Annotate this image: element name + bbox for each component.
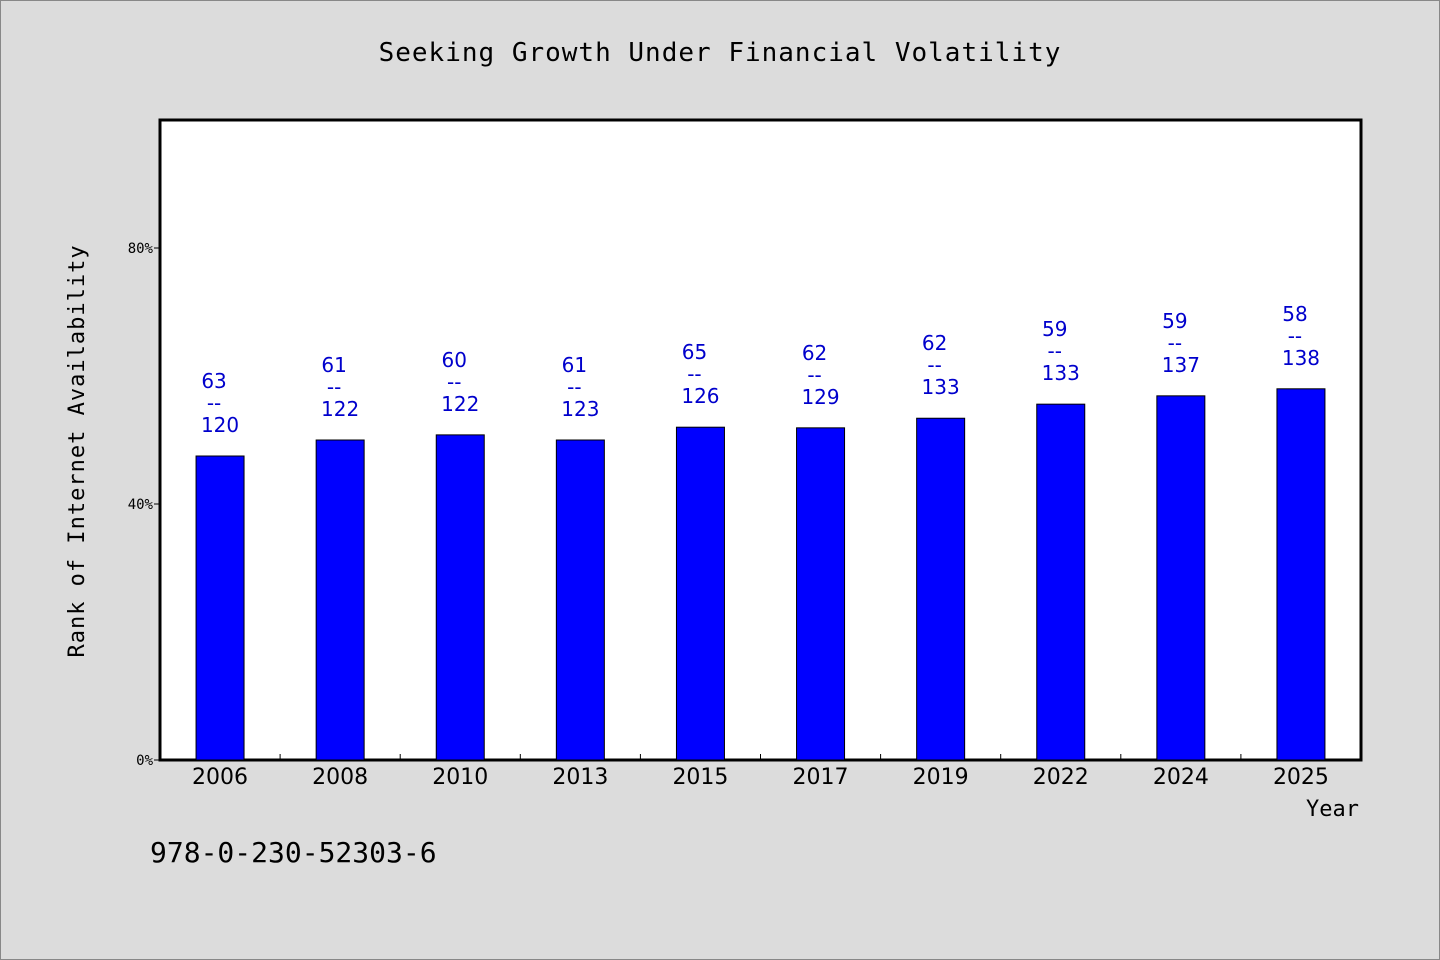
bar-2019 (916, 417, 966, 761)
data-label-total: 123 (561, 397, 599, 421)
isbn-text: 978-0-230-52303-6 (150, 836, 437, 869)
bars (195, 388, 1326, 761)
data-label-separator: -- (327, 375, 341, 399)
data-label-total: 133 (922, 375, 960, 399)
x-tick-label: 2010 (432, 765, 488, 790)
bar-2017 (796, 427, 846, 761)
data-label-separator: -- (1288, 324, 1302, 348)
bar-2022 (1036, 403, 1086, 761)
bar-2013 (555, 439, 605, 761)
y-tick-label: 40% (128, 497, 154, 513)
data-label-total: 133 (1042, 361, 1080, 385)
data-label-separator: -- (687, 362, 701, 386)
x-axis-ticks: 2006 2008 2010 2013 2015 2017 2019 2022 2024 2025 (192, 754, 1329, 790)
data-label-separator: -- (447, 370, 461, 394)
x-tick-label: 2025 (1273, 765, 1329, 790)
data-label-total: 120 (201, 413, 239, 437)
data-label-rank: 62 (922, 331, 947, 355)
x-tick-label: 2013 (552, 765, 608, 790)
data-label-rank: 59 (1162, 309, 1187, 333)
bar-2010 (435, 434, 485, 761)
bar-2015 (675, 426, 725, 761)
data-label-total: 126 (681, 384, 719, 408)
x-tick-label: 2017 (793, 765, 849, 790)
data-label-total: 122 (441, 392, 479, 416)
x-tick-label: 2022 (1033, 765, 1089, 790)
bar-2024 (1156, 395, 1206, 761)
y-axis-ticks: 0% 40% 80% (128, 241, 160, 769)
data-label-total: 122 (321, 397, 359, 421)
data-label-total: 129 (801, 385, 839, 409)
y-tick-label: 80% (128, 241, 154, 257)
data-label-rank: 61 (321, 353, 346, 377)
data-label-separator: -- (807, 363, 821, 387)
y-tick-label: 0% (136, 753, 153, 769)
chart-title: Seeking Growth Under Financial Volatilit… (379, 38, 1062, 68)
bar-2025 (1276, 388, 1326, 761)
bar-2006 (195, 455, 245, 761)
x-tick-label: 2008 (312, 765, 368, 790)
x-axis-label: Year (1306, 797, 1359, 822)
data-label-rank: 63 (201, 369, 226, 393)
bar-2008 (315, 439, 365, 761)
data-label-separator: -- (567, 375, 581, 399)
x-tick-label: 2019 (913, 765, 969, 790)
data-label-total: 138 (1282, 346, 1320, 370)
data-label-rank: 60 (442, 348, 467, 372)
data-label-rank: 62 (802, 341, 827, 365)
data-label-separator: -- (1168, 331, 1182, 355)
data-labels: 63--12061--12260--12261--12365--12662--1… (201, 302, 1320, 437)
data-label-separator: -- (207, 391, 221, 415)
y-axis-label: Rank of Internet Availability (65, 244, 90, 657)
data-label-separator: -- (927, 353, 941, 377)
data-label-total: 137 (1162, 353, 1200, 377)
data-label-rank: 59 (1042, 317, 1067, 341)
x-tick-label: 2024 (1153, 765, 1209, 790)
x-tick-label: 2006 (192, 765, 248, 790)
data-label-rank: 61 (562, 353, 587, 377)
data-label-rank: 65 (682, 340, 707, 364)
data-label-separator: -- (1048, 339, 1062, 363)
x-tick-label: 2015 (672, 765, 728, 790)
data-label-rank: 58 (1282, 302, 1307, 326)
